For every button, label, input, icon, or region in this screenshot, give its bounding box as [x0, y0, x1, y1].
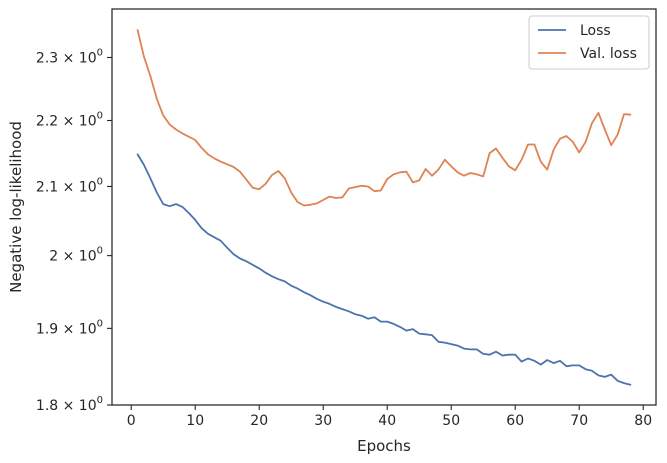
y-axis-title: Negative log-likelihood	[7, 121, 25, 293]
y-tick-label: 1.8 × 100	[36, 395, 103, 414]
plot-area	[111, 8, 657, 406]
x-axis-title: Epochs	[357, 437, 411, 455]
x-tick-label: 10	[186, 413, 204, 429]
series-line-loss	[136, 153, 632, 386]
x-tick-label: 80	[634, 413, 652, 429]
series-line-val-loss	[136, 29, 632, 207]
x-tick-label: 70	[570, 413, 588, 429]
y-tick-label: 2.1 × 100	[36, 176, 103, 195]
x-tick-label: 20	[250, 413, 268, 429]
y-tick-label: 2.3 × 100	[36, 47, 103, 66]
legend-label-loss: Loss	[580, 23, 611, 39]
legend-label-val-loss: Val. loss	[580, 46, 637, 62]
y-tick-label: 1.9 × 100	[36, 318, 103, 337]
x-tick-label: 30	[314, 413, 332, 429]
y-tick-label: 2 × 100	[49, 246, 103, 265]
y-axis: 1.8 × 100 1.9 × 100 2 × 100 2.1 × 100 2.2 × …	[36, 47, 112, 414]
x-tick-label: 40	[378, 413, 396, 429]
x-tick-label: 60	[506, 413, 524, 429]
y-tick-label: 2.2 × 100	[36, 110, 103, 129]
x-tick-label: 0	[127, 413, 136, 429]
x-axis: 0 10 20 30 40 50 60 70 80	[127, 405, 652, 429]
x-tick-label: 50	[442, 413, 460, 429]
axes-frame	[111, 8, 657, 406]
series-layer	[136, 29, 632, 386]
legend: Loss Val. loss	[528, 15, 650, 70]
